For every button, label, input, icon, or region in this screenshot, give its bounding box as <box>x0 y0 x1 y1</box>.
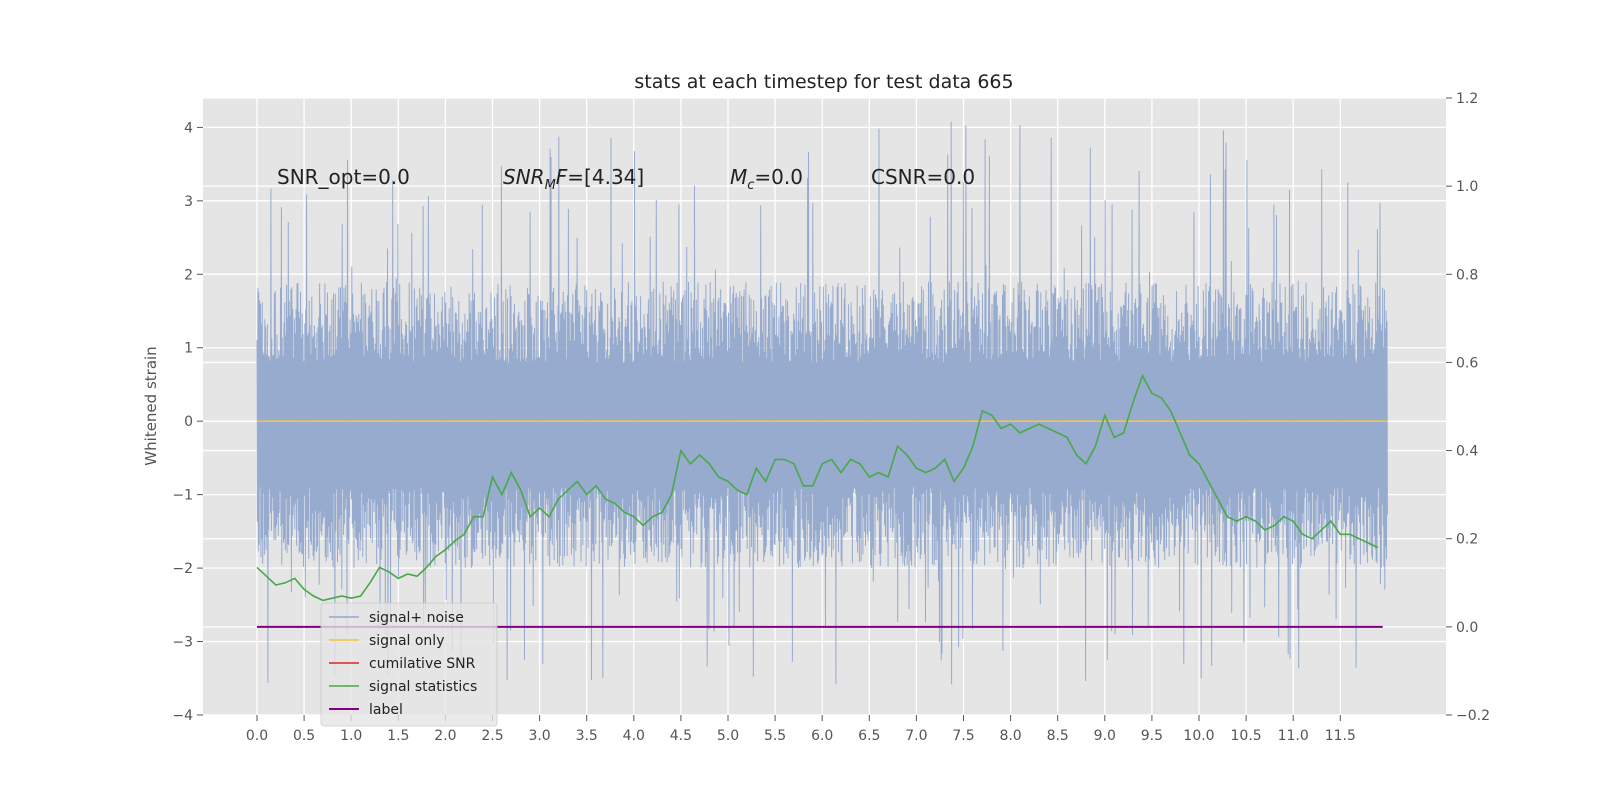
left-y-axis: 4 3 2 1 0 −1 −2 −3 −4 <box>172 120 203 724</box>
y-tick-label: −3 <box>172 635 193 651</box>
y-tick-label: −2 <box>172 561 193 577</box>
y-tick-label: −4 <box>172 708 193 724</box>
x-tick-label: 6.5 <box>858 728 880 744</box>
y-tick-label: 4 <box>184 120 193 136</box>
y2-tick-label: 1.0 <box>1456 179 1478 195</box>
right-y-axis: 1.2 1.0 0.8 0.6 0.4 0.2 0.0 −0.2 <box>1446 91 1490 724</box>
annotation-text: Mc=0.0 <box>730 165 803 193</box>
legend-box <box>320 602 498 727</box>
x-tick-label: 6.0 <box>811 728 833 744</box>
x-tick-label: 10.0 <box>1183 728 1214 744</box>
y-tick-label: 3 <box>184 194 193 210</box>
x-tick-label: 3.5 <box>576 728 598 744</box>
y2-tick-label: 0.0 <box>1456 620 1478 636</box>
signal-statistics-line <box>256 373 1379 602</box>
annotation-text: CSNR=0.0 <box>871 165 975 189</box>
x-tick-label: 2.5 <box>481 728 503 744</box>
y-tick-label: 1 <box>184 341 193 357</box>
signal-noise-series <box>256 121 1388 685</box>
x-tick-label: 3.0 <box>528 728 550 744</box>
x-tick-label: 8.5 <box>1047 728 1069 744</box>
x-tick-label: 9.0 <box>1094 728 1116 744</box>
x-tick-label: 11.5 <box>1325 728 1356 744</box>
legend: signal+ noise signal only cumilative SNR si… <box>320 602 498 727</box>
legend-label: signal only <box>369 633 444 649</box>
x-tick-label: 11.0 <box>1278 728 1309 744</box>
x-tick-label: 5.5 <box>764 728 786 744</box>
x-axis: 0.0 0.5 1.0 1.5 2.0 2.5 3.0 3.5 4.0 4.5 5.0 5.5 6.0 6… <box>246 715 1356 744</box>
legend-label: label <box>369 702 403 718</box>
y2-tick-label: 0.8 <box>1456 267 1478 283</box>
x-tick-label: 0.5 <box>293 728 315 744</box>
annotation-text: SNRMF=[4.34] <box>503 165 644 193</box>
x-tick-label: 5.0 <box>717 728 739 744</box>
legend-label: signal+ noise <box>369 610 464 626</box>
x-tick-label: 10.5 <box>1231 728 1262 744</box>
signal-noise-line <box>256 121 1388 685</box>
x-tick-label: 7.5 <box>952 728 974 744</box>
y2-tick-label: 0.4 <box>1456 444 1478 460</box>
x-tick-label: 8.0 <box>999 728 1021 744</box>
chart-title: stats at each timestep for test data 665 <box>634 71 1013 93</box>
x-tick-label: 9.5 <box>1141 728 1163 744</box>
y-tick-label: 0 <box>184 414 193 430</box>
annotation-text: SNR_opt=0.0 <box>277 165 410 189</box>
y2-tick-label: 0.2 <box>1456 532 1478 548</box>
x-tick-label: 7.0 <box>905 728 927 744</box>
x-tick-label: 2.0 <box>434 728 456 744</box>
legend-label: signal statistics <box>369 679 477 695</box>
x-tick-label: 1.0 <box>340 728 362 744</box>
x-tick-label: 4.0 <box>623 728 645 744</box>
x-tick-label: 0.0 <box>246 728 268 744</box>
y2-tick-label: −0.2 <box>1456 708 1490 724</box>
annotations: SNR_opt=0.0 SNRMF=[4.34] Mc=0.0 CSNR=0.0 <box>277 165 975 193</box>
y2-tick-label: 1.2 <box>1456 91 1478 107</box>
y-axis-label: Whitened strain <box>142 346 160 465</box>
y2-tick-label: 0.6 <box>1456 355 1478 371</box>
y-tick-label: 2 <box>184 267 193 283</box>
legend-label: cumilative SNR <box>369 656 476 672</box>
y-tick-label: −1 <box>172 488 193 504</box>
x-tick-label: 4.5 <box>670 728 692 744</box>
x-tick-label: 1.5 <box>387 728 409 744</box>
